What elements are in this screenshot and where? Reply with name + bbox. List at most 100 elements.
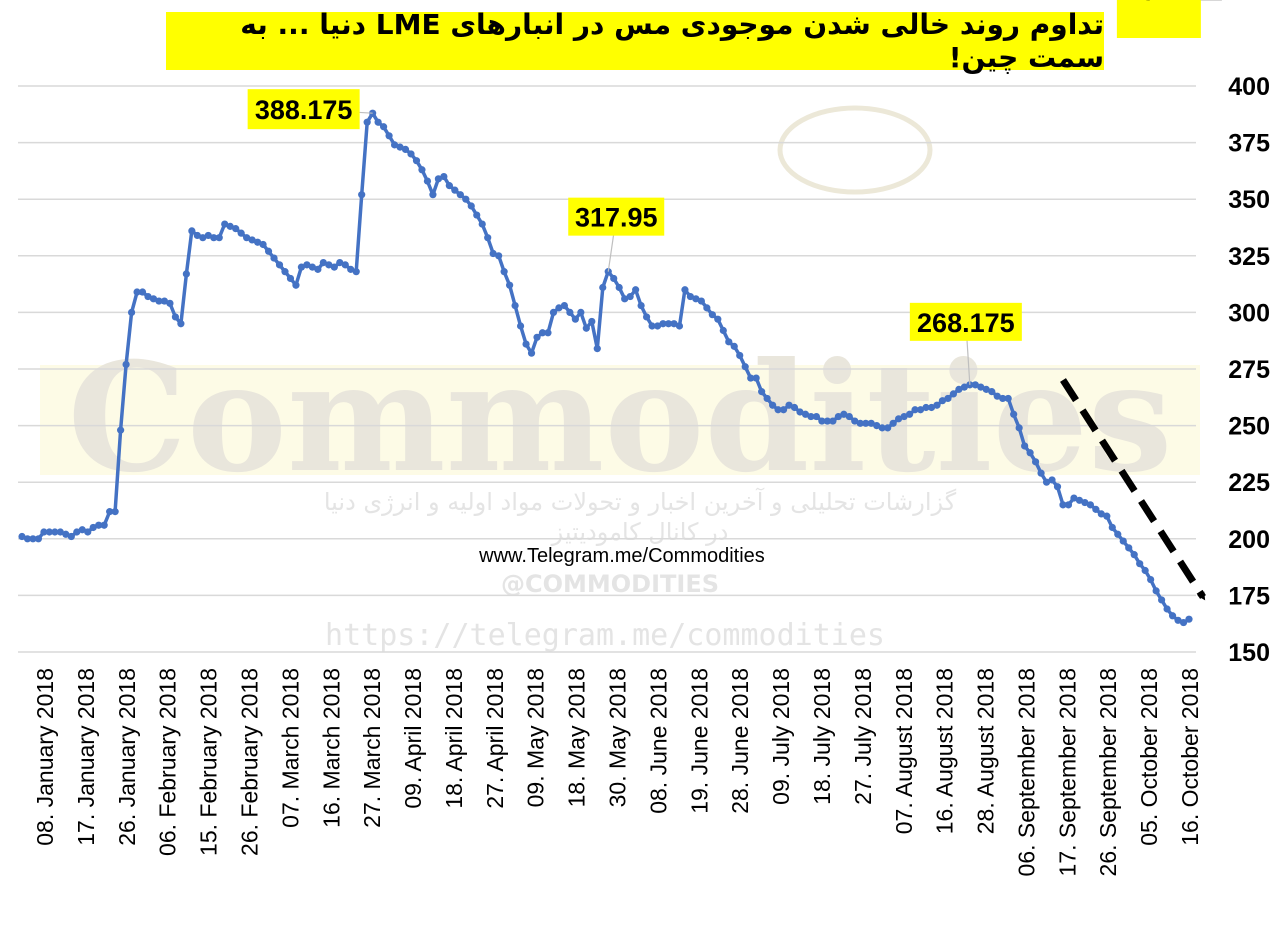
data-point — [527, 349, 536, 357]
watermark: Commodities گزارشات تحلیلی و آخرین اخبار… — [40, 105, 1200, 653]
annotation-box — [909, 302, 1022, 341]
y-tick-label: 250 — [1228, 413, 1270, 441]
data-point — [89, 523, 97, 532]
data-point — [960, 383, 968, 391]
data-point — [999, 394, 1007, 403]
x-tick-label: 08. June 2018 — [645, 668, 671, 814]
x-tick-label: 07. March 2018 — [277, 668, 303, 828]
data-point — [895, 415, 903, 423]
x-tick-label: 16. August 2018 — [932, 668, 958, 834]
data-point — [171, 313, 180, 321]
data-point — [51, 528, 59, 536]
data-point — [396, 143, 404, 151]
data-point — [1168, 612, 1177, 620]
data-point — [938, 397, 947, 405]
data-point — [714, 315, 722, 323]
data-point — [204, 231, 212, 240]
data-point — [790, 403, 799, 412]
data-point — [440, 172, 448, 181]
x-tick-label: 05. October 2018 — [1136, 668, 1162, 846]
data-point — [166, 299, 174, 307]
x-tick-label: 06. September 2018 — [1013, 668, 1039, 876]
data-point — [100, 521, 108, 529]
data-point — [818, 417, 826, 425]
data-point — [1075, 496, 1084, 504]
data-point — [571, 315, 579, 323]
data-point — [390, 141, 399, 149]
data-point — [774, 406, 782, 414]
data-point — [911, 406, 919, 414]
y-tick-label: 325 — [1228, 243, 1270, 271]
data-point — [286, 274, 295, 283]
x-tick-label: 30. May 2018 — [605, 668, 631, 807]
data-point — [927, 403, 936, 412]
data-point — [56, 528, 64, 536]
data-point — [697, 297, 705, 305]
data-point — [593, 345, 601, 353]
data-point — [1114, 530, 1122, 538]
data-point — [856, 419, 864, 427]
data-point — [916, 406, 925, 414]
data-point — [62, 530, 70, 538]
data-point — [1185, 615, 1193, 623]
data-point — [1119, 537, 1127, 545]
data-point — [533, 333, 541, 341]
data-point — [478, 220, 486, 228]
data-point — [862, 419, 870, 427]
data-point — [719, 326, 727, 335]
y-tick-label: 225 — [1228, 469, 1270, 497]
data-point — [418, 166, 426, 174]
data-point — [1158, 596, 1166, 604]
data-point — [215, 234, 223, 242]
data-point — [248, 236, 256, 244]
data-point — [122, 360, 130, 369]
x-tick-label: 17. January 2018 — [73, 668, 99, 846]
data-point — [138, 288, 147, 296]
data-point — [560, 302, 569, 310]
data-point — [670, 320, 678, 328]
y-tick-label: 300 — [1228, 299, 1270, 327]
data-point — [747, 374, 755, 382]
y-tick-label: 175 — [1228, 582, 1270, 610]
x-tick-label: 26. September 2018 — [1095, 668, 1121, 876]
data-point — [1130, 551, 1138, 559]
data-point — [867, 419, 875, 427]
data-point — [111, 508, 119, 516]
data-point — [1097, 510, 1105, 518]
data-point — [933, 401, 941, 409]
data-point — [1026, 449, 1034, 457]
data-point — [1086, 501, 1094, 509]
data-point — [1125, 544, 1133, 552]
data-point — [144, 292, 152, 301]
y-axis: 150 175 200 225 250 275 300 325 350 375 400 — [1228, 73, 1270, 667]
data-point — [763, 394, 771, 403]
data-point — [133, 288, 141, 296]
data-point — [500, 268, 508, 276]
data-point — [506, 281, 514, 289]
data-point — [1031, 458, 1040, 466]
data-point — [385, 132, 393, 140]
data-point — [226, 222, 234, 230]
data-point — [237, 229, 245, 237]
data-point — [467, 202, 475, 210]
x-tick-label: 18. July 2018 — [809, 668, 835, 805]
data-point — [1179, 618, 1188, 627]
data-point — [511, 302, 519, 310]
data-point — [40, 528, 48, 536]
x-tick-label: 26. January 2018 — [114, 668, 140, 846]
data-point — [1059, 501, 1067, 509]
data-point — [582, 324, 590, 332]
data-point — [692, 295, 700, 303]
x-axis: 08. January 2018 17. January 2018 26. Janu… — [32, 668, 1203, 876]
data-point — [117, 426, 125, 434]
data-point — [566, 308, 574, 316]
x-tick-label: 07. August 2018 — [891, 668, 917, 834]
data-point — [878, 424, 886, 432]
data-point — [1081, 498, 1089, 507]
data-point — [319, 258, 327, 267]
annotation-label: 268.175 — [917, 308, 1015, 338]
data-point — [851, 417, 859, 425]
chart-title: تداوم روند خالی شدن موجودی مس در انبارها… — [166, 8, 1104, 74]
watermark-url: https://telegram.me/commodities — [325, 618, 885, 653]
